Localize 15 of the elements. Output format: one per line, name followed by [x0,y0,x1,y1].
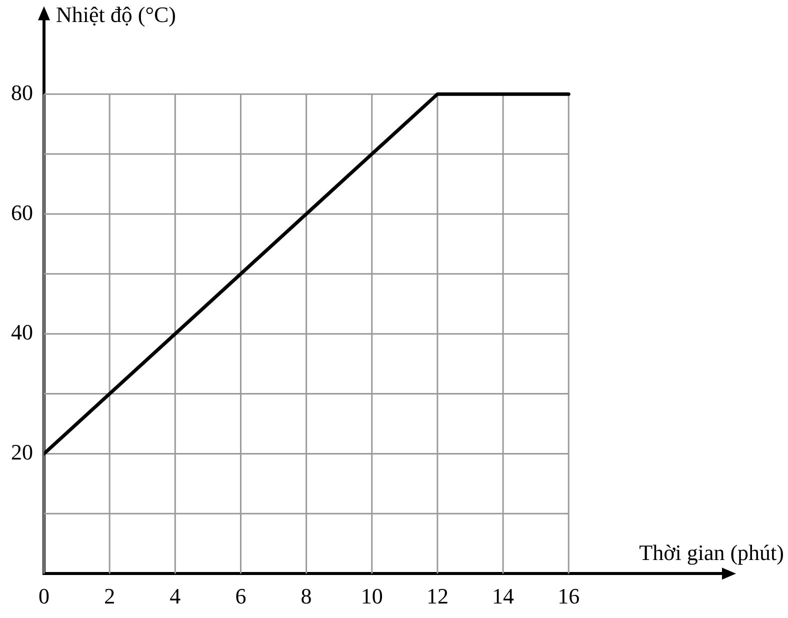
x-tick-label: 2 [104,584,116,609]
y-tick-label: 60 [11,200,33,225]
y-tick-label: 40 [11,320,33,345]
y-axis-title: Nhiệt độ (°C) [56,2,176,28]
y-tick-label: 80 [11,80,33,105]
x-tick-label: 16 [558,584,580,609]
x-axis-title: Thời gian (phút) [639,540,784,566]
x-tick-label: 12 [426,584,448,609]
x-tick-label: 8 [300,584,312,609]
x-tick-label: 0 [38,584,50,609]
x-tick-label: 14 [492,584,514,609]
x-tick-label: 4 [170,584,181,609]
x-tick-label: 10 [360,584,383,609]
x-tick-label: 6 [235,584,246,609]
y-tick-label: 20 [11,440,33,465]
